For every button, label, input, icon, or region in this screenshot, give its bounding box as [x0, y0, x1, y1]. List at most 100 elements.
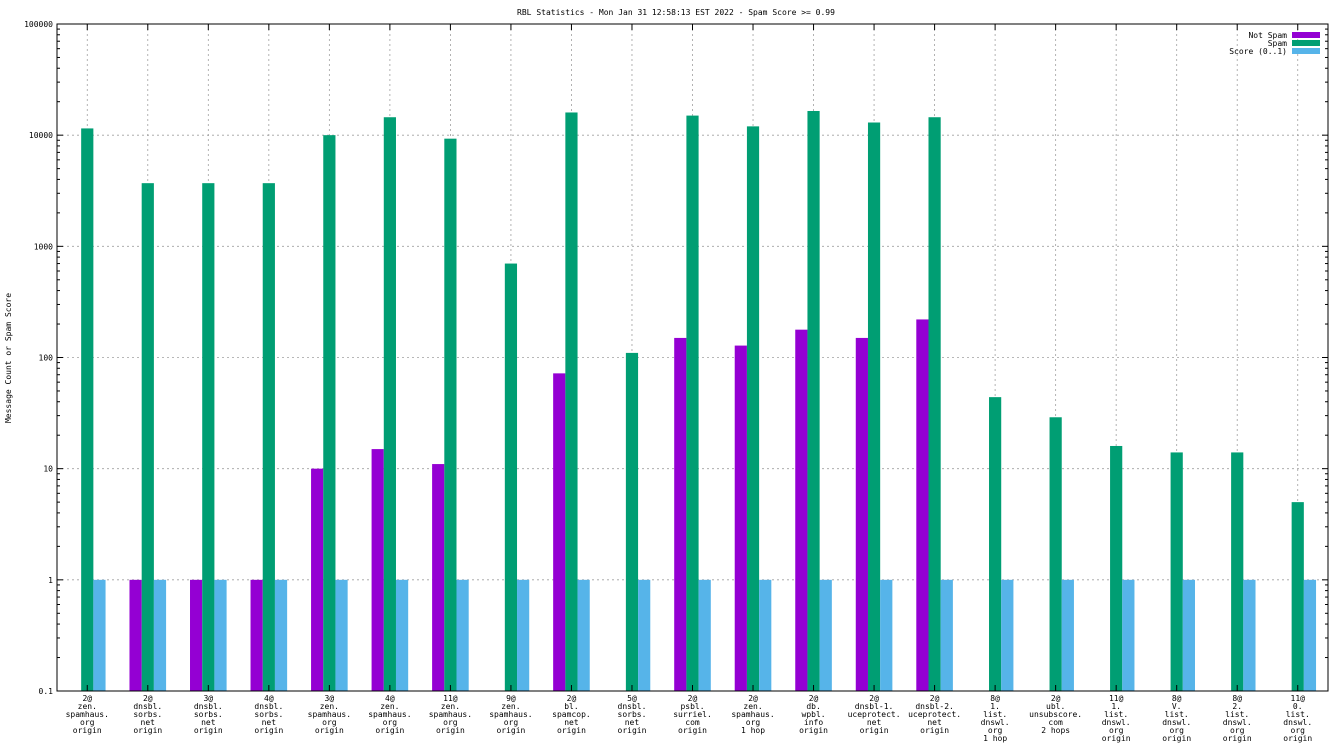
x-tick-label: 11@: [443, 694, 458, 703]
y-axis-label: Message Count or Spam Score: [4, 293, 13, 423]
bar-score-0-1: [940, 579, 953, 691]
legend-label: Spam: [1268, 39, 1287, 48]
x-tick-label: sorbs.: [133, 710, 162, 719]
bar-score-0-1: [1122, 579, 1135, 691]
x-tick-label: dnswl.: [1162, 718, 1191, 727]
y-tick-label: 10000: [29, 131, 53, 140]
bar-spam: [141, 183, 154, 691]
x-tick-label: 2@: [930, 694, 940, 703]
x-tick-label: dnswl.: [981, 718, 1010, 727]
bar-spam: [686, 115, 699, 691]
bar-spam: [989, 397, 1002, 691]
bar-score-0-1: [214, 579, 227, 691]
x-tick-label: dnswl.: [1102, 718, 1131, 727]
x-tick-label: V.: [1172, 702, 1182, 711]
x-tick-label: dnsbl-2.: [915, 702, 954, 711]
bar-spam: [807, 110, 820, 692]
x-tick-label: spamhaus.: [66, 710, 109, 719]
bar-spam: [625, 352, 639, 691]
x-tick-label: net: [262, 718, 277, 727]
x-tick-label: zen.: [501, 702, 520, 711]
x-tick-label: 2@: [143, 694, 153, 703]
x-tick-label: 1.: [1111, 702, 1121, 711]
axis-ticks: [57, 23, 1328, 692]
bar-spam: [1231, 452, 1244, 691]
x-tick-label: origin: [73, 726, 102, 735]
x-tick-label: net: [625, 718, 640, 727]
x-tick-label: sorbs.: [618, 710, 647, 719]
bar-not-spam: [190, 579, 203, 691]
x-tick-label: spamhaus.: [489, 710, 532, 719]
bar-spam: [565, 112, 578, 691]
x-tick-label: 0.: [1293, 702, 1303, 711]
x-tick-label: origin: [678, 726, 707, 735]
x-tick-label: origin: [496, 726, 525, 735]
x-tick-label: dnsbl.: [133, 702, 162, 711]
bar-spam: [1049, 417, 1062, 691]
x-tick-label: org: [1230, 726, 1245, 735]
bar-score-0-1: [1001, 579, 1014, 691]
x-tick-label: 8@: [990, 694, 1000, 703]
x-tick-label: spamhaus.: [429, 710, 472, 719]
x-tick-label: org: [383, 718, 398, 727]
bar-spam: [444, 138, 457, 692]
x-tick-label: 9@: [506, 694, 516, 703]
x-tick-label: origin: [375, 726, 404, 735]
x-tick-label: sorbs.: [254, 710, 283, 719]
x-tick-label: 2.: [1232, 702, 1242, 711]
x-tick-label: dnsbl.: [618, 702, 647, 711]
x-tick-label: list.: [1165, 710, 1189, 719]
bar-score-0-1: [274, 579, 288, 691]
bar-score-0-1: [577, 579, 590, 691]
x-tick-label: psbl.: [680, 702, 704, 711]
x-tick-label: org: [988, 726, 1003, 735]
x-tick-label: dnsbl.: [254, 702, 283, 711]
bar-spam: [746, 126, 760, 691]
x-tick-label: 8@: [1172, 694, 1182, 703]
x-tick-label: net: [201, 718, 216, 727]
bar-not-spam: [855, 337, 868, 691]
bar-score-0-1: [759, 579, 772, 691]
x-tick-label: zen.: [743, 702, 762, 711]
y-tick-label: 1: [48, 576, 53, 585]
y-tick-label: 100000: [24, 20, 53, 29]
bar-spam: [202, 183, 215, 691]
x-tick-label: org: [746, 718, 761, 727]
chart-title: RBL Statistics - Mon Jan 31 12:58:13 EST…: [517, 8, 835, 17]
x-tick-label: dnsbl.: [194, 702, 223, 711]
x-tick-label: origin: [436, 726, 465, 735]
x-tick-label: 3@: [203, 694, 213, 703]
x-tick-label: net: [927, 718, 942, 727]
x-tick-label: zen.: [320, 702, 339, 711]
x-tick-label: zen.: [441, 702, 460, 711]
x-tick-label: 1 hop: [983, 734, 1007, 743]
x-tick-label: origin: [254, 726, 283, 735]
bar-spam: [1291, 502, 1304, 691]
x-tick-label: 2@: [82, 694, 92, 703]
x-tick-label: net: [141, 718, 156, 727]
x-tick-label: net: [564, 718, 579, 727]
x-tick-label: list.: [1104, 710, 1128, 719]
x-tick-label: unsubscore.: [1029, 710, 1082, 719]
x-tick-label: 11@: [1291, 694, 1306, 703]
x-tick-label: 2@: [1051, 694, 1061, 703]
x-tick-label: com: [685, 718, 700, 727]
x-tick-label: 2@: [567, 694, 577, 703]
bar-score-0-1: [638, 579, 651, 691]
legend-label: Not Spam: [1248, 31, 1287, 40]
x-tick-label: org: [1109, 726, 1124, 735]
x-tick-label: 8@: [1232, 694, 1242, 703]
x-tick-label: origin: [1102, 734, 1131, 743]
x-tick-label: zen.: [380, 702, 399, 711]
bar-score-0-1: [819, 579, 832, 691]
y-tick-label: 10: [43, 465, 53, 474]
x-tick-label: origin: [920, 726, 949, 735]
bar-not-spam: [371, 449, 384, 691]
x-tick-label: 2@: [869, 694, 879, 703]
x-tick-label: list.: [1286, 710, 1310, 719]
bar-not-spam: [553, 373, 566, 691]
x-tick-label: info: [804, 718, 823, 727]
x-tick-label: dnswl.: [1223, 718, 1252, 727]
x-tick-label: surriel.: [673, 710, 712, 719]
legend-swatch: [1292, 40, 1320, 46]
